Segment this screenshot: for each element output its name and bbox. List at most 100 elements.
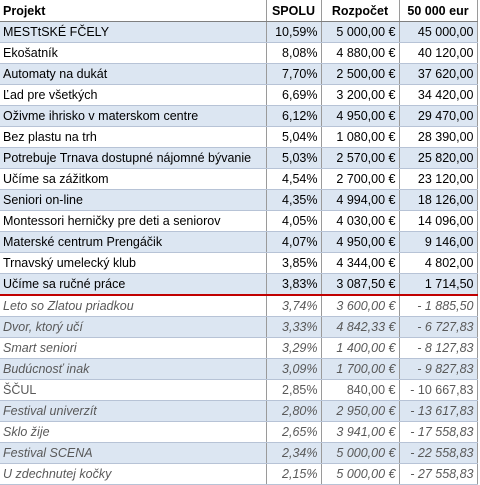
remaining-cell[interactable]: 34 420,00 — [399, 84, 478, 106]
rozpocet-cell[interactable]: 2 700,00 € — [321, 168, 400, 190]
spolu-cell[interactable]: 10,59% — [266, 21, 322, 43]
table-row: Dvor, ktorý učí 3,33% 4 842,33 € - 6 727,83 — [0, 316, 478, 338]
table-row: Smart seniori 3,29% 1 400,00 € - 8 127,83 — [0, 337, 478, 359]
header-project[interactable]: Projekt — [0, 0, 267, 22]
rozpocet-cell[interactable]: 3 087,50 € — [321, 273, 400, 296]
spolu-cell[interactable]: 3,74% — [266, 295, 322, 317]
spolu-cell[interactable]: 4,07% — [266, 231, 322, 253]
remaining-cell[interactable]: - 6 727,83 — [399, 316, 478, 338]
project-name-cell[interactable]: U zdechnutej kočky — [0, 463, 267, 485]
remaining-cell[interactable]: 25 820,00 — [399, 147, 478, 169]
project-name-cell[interactable]: Seniori on-line — [0, 189, 267, 211]
project-name-cell[interactable]: Leto so Zlatou priadkou — [0, 295, 267, 317]
project-name-cell[interactable]: Budúcnosť inak — [0, 358, 267, 380]
project-name-cell[interactable]: Trnavský umelecký klub — [0, 252, 267, 274]
project-name-cell[interactable]: Ekošatník — [0, 42, 267, 64]
remaining-cell[interactable]: 1 714,50 — [399, 273, 478, 296]
rozpocet-cell[interactable]: 2 950,00 € — [321, 400, 400, 422]
spolu-cell[interactable]: 3,85% — [266, 252, 322, 274]
table-row: Potrebuje Trnava dostupné nájomné bývani… — [0, 147, 478, 169]
spolu-cell[interactable]: 6,12% — [266, 105, 322, 127]
remaining-cell[interactable]: 40 120,00 — [399, 42, 478, 64]
rozpocet-cell[interactable]: 3 600,00 € — [321, 295, 400, 317]
remaining-cell[interactable]: 23 120,00 — [399, 168, 478, 190]
table-row: MESTtSKÉ FČELY 10,59% 5 000,00 €45 000,00 — [0, 21, 478, 43]
remaining-cell[interactable]: 28 390,00 — [399, 126, 478, 148]
rozpocet-cell[interactable]: 2 500,00 € — [321, 63, 400, 85]
remaining-cell[interactable]: 37 620,00 — [399, 63, 478, 85]
project-name-cell[interactable]: Učíme sa zážitkom — [0, 168, 267, 190]
spolu-cell[interactable]: 2,65% — [266, 421, 322, 443]
spolu-cell[interactable]: 2,85% — [266, 379, 322, 401]
table-row: Materské centrum Prengáčik 4,07% 4 950,00 … — [0, 231, 478, 253]
rozpocet-cell[interactable]: 3 941,00 € — [321, 421, 400, 443]
spolu-cell[interactable]: 8,08% — [266, 42, 322, 64]
spolu-cell[interactable]: 7,70% — [266, 63, 322, 85]
rozpocet-cell[interactable]: 4 994,00 € — [321, 189, 400, 211]
rozpocet-cell[interactable]: 4 344,00 € — [321, 252, 400, 274]
rozpocet-cell[interactable]: 4 950,00 € — [321, 231, 400, 253]
spolu-cell[interactable]: 3,33% — [266, 316, 322, 338]
project-name-cell[interactable]: Dvor, ktorý učí — [0, 316, 267, 338]
remaining-cell[interactable]: - 8 127,83 — [399, 337, 478, 359]
spolu-cell[interactable]: 3,09% — [266, 358, 322, 380]
rozpocet-cell[interactable]: 5 000,00 € — [321, 463, 400, 485]
project-name-cell[interactable]: Ľad pre všetkých — [0, 84, 267, 106]
spolu-cell[interactable]: 2,15% — [266, 463, 322, 485]
project-name-cell[interactable]: Oživme ihrisko v materskom centre — [0, 105, 267, 127]
table-row: Leto so Zlatou priadkou 3,74% 3 600,00 € - … — [0, 295, 478, 317]
remaining-cell[interactable]: - 1 885,50 — [399, 295, 478, 317]
spolu-cell[interactable]: 5,04% — [266, 126, 322, 148]
spolu-cell[interactable]: 3,29% — [266, 337, 322, 359]
project-name-cell[interactable]: Sklo žije — [0, 421, 267, 443]
remaining-cell[interactable]: - 9 827,83 — [399, 358, 478, 380]
rozpocet-cell[interactable]: 1 080,00 € — [321, 126, 400, 148]
project-name-cell[interactable]: Festival univerzít — [0, 400, 267, 422]
header-budget[interactable]: 50 000 eur — [399, 0, 478, 22]
project-name-cell[interactable]: Montessori herničky pre deti a seniorov — [0, 210, 267, 232]
rozpocet-cell[interactable]: 2 570,00 € — [321, 147, 400, 169]
header-rozpocet[interactable]: Rozpočet — [321, 0, 400, 22]
spolu-cell[interactable]: 2,80% — [266, 400, 322, 422]
remaining-cell[interactable]: 14 096,00 — [399, 210, 478, 232]
remaining-cell[interactable]: - 13 617,83 — [399, 400, 478, 422]
remaining-cell[interactable]: - 27 558,83 — [399, 463, 478, 485]
spolu-cell[interactable]: 4,05% — [266, 210, 322, 232]
rozpocet-cell[interactable]: 1 400,00 € — [321, 337, 400, 359]
project-name-cell[interactable]: Potrebuje Trnava dostupné nájomné bývani… — [0, 147, 267, 169]
rozpocet-cell[interactable]: 4 842,33 € — [321, 316, 400, 338]
rozpocet-cell[interactable]: 4 950,00 € — [321, 105, 400, 127]
rozpocet-cell[interactable]: 5 000,00 € — [321, 442, 400, 464]
rozpocet-cell[interactable]: 1 700,00 € — [321, 358, 400, 380]
remaining-cell[interactable]: 4 802,00 — [399, 252, 478, 274]
spolu-cell[interactable]: 3,83% — [266, 273, 322, 296]
table-row: Automaty na dukát 7,70% 2 500,00 €37 620,0… — [0, 63, 478, 85]
remaining-cell[interactable]: - 10 667,83 — [399, 379, 478, 401]
rozpocet-cell[interactable]: 4 880,00 € — [321, 42, 400, 64]
spolu-cell[interactable]: 4,35% — [266, 189, 322, 211]
header-spolu[interactable]: SPOLU — [266, 0, 322, 22]
project-name-cell[interactable]: Festival SCENA — [0, 442, 267, 464]
project-name-cell[interactable]: ŠČUL — [0, 379, 267, 401]
rozpocet-cell[interactable]: 5 000,00 € — [321, 21, 400, 43]
project-name-cell[interactable]: MESTtSKÉ FČELY — [0, 21, 267, 43]
project-name-cell[interactable]: Automaty na dukát — [0, 63, 267, 85]
remaining-cell[interactable]: 45 000,00 — [399, 21, 478, 43]
remaining-cell[interactable]: 29 470,00 — [399, 105, 478, 127]
project-name-cell[interactable]: Smart seniori — [0, 337, 267, 359]
remaining-cell[interactable]: - 17 558,83 — [399, 421, 478, 443]
rozpocet-cell[interactable]: 4 030,00 € — [321, 210, 400, 232]
remaining-cell[interactable]: 9 146,00 — [399, 231, 478, 253]
rozpocet-cell[interactable]: 3 200,00 € — [321, 84, 400, 106]
spolu-cell[interactable]: 2,34% — [266, 442, 322, 464]
spolu-cell[interactable]: 6,69% — [266, 84, 322, 106]
spolu-cell[interactable]: 5,03% — [266, 147, 322, 169]
project-name-cell[interactable]: Bez plastu na trh — [0, 126, 267, 148]
remaining-cell[interactable]: 18 126,00 — [399, 189, 478, 211]
project-name-cell[interactable]: Materské centrum Prengáčik — [0, 231, 267, 253]
spolu-cell[interactable]: 4,54% — [266, 168, 322, 190]
project-name-cell[interactable]: Učíme sa ručné práce — [0, 273, 267, 296]
remaining-cell[interactable]: - 22 558,83 — [399, 442, 478, 464]
rozpocet-cell[interactable]: 840,00 € — [321, 379, 400, 401]
